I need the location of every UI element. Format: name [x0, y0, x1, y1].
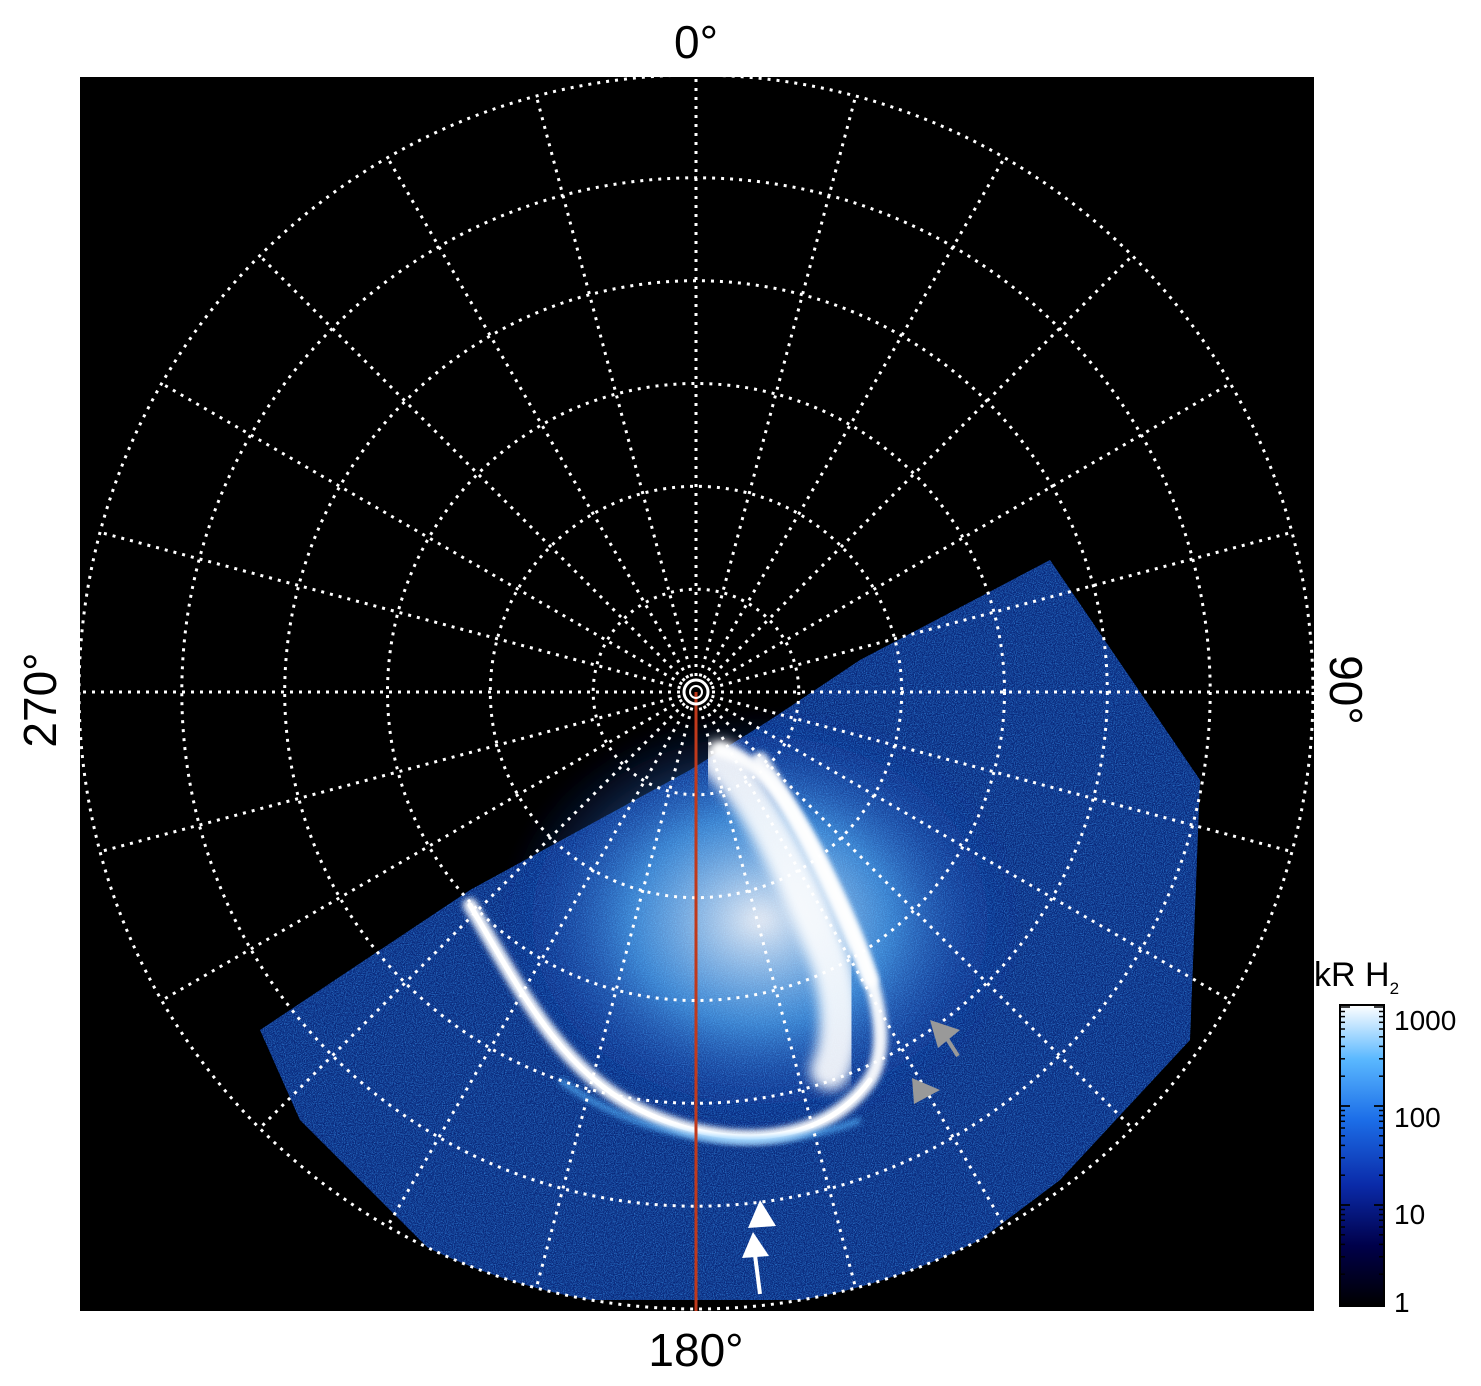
colorbar-tick-100: 100 [1394, 1102, 1441, 1133]
grid-spoke [702, 705, 1006, 1228]
grid-spoke [160, 382, 683, 686]
grid-ring [80, 77, 1314, 1311]
colorbar-tick-10: 10 [1394, 1199, 1425, 1230]
grid-ring [591, 587, 801, 797]
grid-spoke [258, 254, 686, 682]
grid-spoke [709, 698, 1232, 1002]
grid-spoke [711, 530, 1293, 690]
grid-spoke [698, 707, 858, 1289]
grid-spoke [534, 95, 694, 677]
label-top: 0° [674, 16, 718, 68]
grid-spoke [99, 530, 681, 690]
grid-spoke [698, 95, 858, 677]
grid-spoke [706, 254, 1134, 682]
outer-arc [558, 1077, 862, 1144]
label-left: 270° [14, 652, 66, 747]
gray-arrow-lower [912, 1078, 940, 1104]
white-arrow-lower [742, 1232, 769, 1295]
pole-marker-inner [689, 685, 703, 699]
grid-spoke [160, 698, 683, 1002]
diffuse-glow [500, 710, 1020, 1130]
bright-polar-streak [700, 740, 860, 1090]
grid-spoke [386, 156, 690, 679]
pole-marker-outer [682, 678, 710, 706]
grid-spoke [702, 156, 1006, 679]
grid-spoke [709, 382, 1232, 686]
colorbar-tick-1000: 1000 [1394, 1005, 1456, 1036]
colorbar-title: kR H2 [1314, 956, 1399, 998]
colorbar-tick-1: 1 [1394, 1287, 1410, 1318]
colorbar: kR H2 1000 100 10 1 [1314, 956, 1456, 1318]
grid-ring [283, 279, 1109, 1105]
grid-spoke [706, 702, 1134, 1130]
white-arrow-upper [748, 1200, 776, 1228]
label-bottom: 180° [648, 1324, 743, 1376]
grid-spoke [258, 702, 686, 1130]
colorbar-bar [1339, 1004, 1385, 1307]
polar-grid [80, 77, 1314, 1311]
grid-spoke [99, 694, 681, 854]
gray-arrow-upper [930, 1020, 960, 1058]
colorbar-minor-ticks [1340, 1006, 1384, 1305]
grid-ring [386, 382, 1006, 1002]
grid-spoke [386, 705, 690, 1228]
grid-ring [180, 176, 1212, 1208]
grid-spoke [711, 694, 1293, 854]
grid-spoke [534, 707, 694, 1289]
label-right: 90° [1320, 655, 1372, 725]
